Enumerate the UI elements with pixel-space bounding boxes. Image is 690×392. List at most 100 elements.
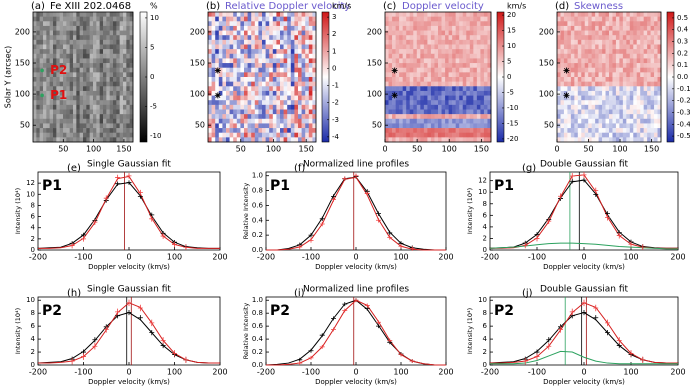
image-pixel — [473, 21, 477, 26]
x-axis-label: Doppler velocity (km/s) — [315, 378, 397, 386]
image-pixel — [431, 31, 435, 36]
image-pixel — [106, 123, 110, 128]
image-pixel — [484, 35, 488, 40]
x-tick-label: 0 — [126, 368, 131, 377]
image-pixel — [637, 68, 641, 73]
image-pixel — [616, 123, 620, 128]
image-pixel — [417, 31, 421, 36]
y-axis-label: Relative Intensity — [242, 303, 250, 360]
image-pixel — [86, 86, 90, 91]
image-pixel — [619, 17, 623, 22]
image-pixel — [262, 68, 266, 73]
image-pixel — [647, 17, 651, 22]
image-pixel — [305, 54, 309, 59]
image-pixel — [640, 40, 644, 45]
image-pixel — [557, 119, 561, 124]
image-pixel — [417, 77, 421, 82]
image-pixel — [280, 86, 284, 91]
image-pixel — [630, 123, 634, 128]
image-pixel — [248, 96, 252, 101]
image-pixel — [477, 105, 481, 110]
image-pixel — [612, 82, 616, 87]
image-pixel — [389, 128, 393, 133]
image-pixel — [654, 86, 658, 91]
image-pixel — [258, 86, 262, 91]
image-pixel — [66, 77, 70, 82]
image-pixel — [100, 49, 104, 54]
image-pixel — [46, 105, 50, 110]
image-pixel — [585, 17, 589, 22]
image-pixel — [240, 123, 244, 128]
image-pixel — [230, 86, 234, 91]
image-pixel — [93, 128, 97, 133]
image-pixel — [240, 17, 244, 22]
image-pixel — [399, 128, 403, 133]
image-pixel — [73, 54, 77, 59]
image-pixel — [70, 100, 74, 105]
image-pixel — [294, 26, 298, 31]
image-pixel — [480, 86, 484, 91]
image-pixel — [266, 17, 270, 22]
image-pixel — [298, 35, 302, 40]
image-pixel — [93, 35, 97, 40]
image-pixel — [76, 96, 80, 101]
colorbar-tick-label: 5 — [507, 58, 511, 66]
image-pixel — [70, 82, 74, 87]
image-pixel — [626, 45, 630, 50]
image-pixel — [83, 100, 87, 105]
image-pixel — [609, 49, 613, 54]
x-tick-label: 100 — [167, 253, 182, 262]
image-pixel — [226, 49, 230, 54]
image-pixel — [592, 17, 596, 22]
image-pixel — [619, 40, 623, 45]
image-pixel — [434, 114, 438, 119]
image-pixel — [473, 123, 477, 128]
image-pixel — [294, 54, 298, 59]
image-pixel — [269, 40, 273, 45]
y-tick-label: 100 — [15, 90, 30, 99]
x-tick-label: 0 — [126, 253, 131, 262]
image-pixel — [251, 31, 255, 36]
image-pixel — [567, 114, 571, 119]
data-point — [320, 222, 325, 226]
image-pixel — [230, 49, 234, 54]
image-pixel — [644, 77, 648, 82]
image-pixel — [612, 68, 616, 73]
image-pixel — [120, 17, 124, 22]
image-pixel — [403, 45, 407, 50]
image-pixel — [287, 100, 291, 105]
image-pixel — [452, 82, 456, 87]
image-pixel — [63, 119, 67, 124]
image-pixel — [126, 137, 130, 142]
image-pixel — [120, 72, 124, 77]
image-pixel — [633, 114, 637, 119]
marker — [40, 94, 44, 98]
image-pixel — [578, 86, 582, 91]
image-pixel — [96, 21, 100, 26]
image-pixel — [305, 91, 309, 96]
image-pixel — [302, 58, 306, 63]
image-pixel — [560, 58, 564, 63]
image-pixel — [36, 21, 40, 26]
image-pixel — [612, 21, 616, 26]
image-pixel — [592, 119, 596, 124]
image-pixel — [110, 137, 114, 142]
image-pixel — [654, 114, 658, 119]
image-pixel — [626, 119, 630, 124]
image-pixel — [208, 45, 212, 50]
image-pixel — [212, 12, 216, 17]
image-pixel — [654, 119, 658, 124]
image-pixel — [392, 40, 396, 45]
image-pixel — [269, 49, 273, 54]
image-pixel — [644, 119, 648, 124]
image-pixel — [255, 123, 259, 128]
image-pixel — [449, 72, 453, 77]
image-pixel — [434, 100, 438, 105]
image-pixel — [560, 49, 564, 54]
image-pixel — [585, 119, 589, 124]
image-pixel — [53, 49, 57, 54]
x-tick-label: 0 — [581, 253, 586, 262]
image-pixel — [606, 40, 610, 45]
image-pixel — [298, 105, 302, 110]
image-pixel — [578, 72, 582, 77]
